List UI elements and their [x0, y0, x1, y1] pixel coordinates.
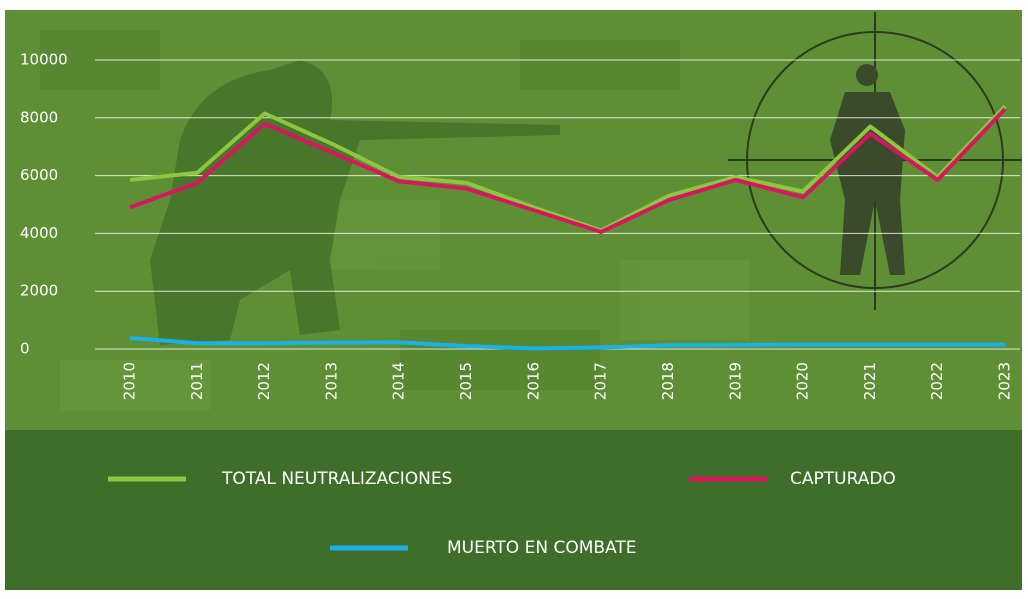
x-tick-label: 2015	[457, 362, 475, 400]
legend-label: TOTAL NEUTRALIZACIONES	[221, 469, 452, 489]
x-tick-label: 2014	[390, 362, 408, 400]
legend-label: CAPTURADO	[790, 469, 896, 489]
x-tick-label: 2019	[726, 362, 744, 400]
x-tick-label: 2011	[188, 362, 206, 400]
x-tick-label: 2023	[996, 362, 1014, 400]
x-tick-label: 2016	[524, 362, 542, 400]
x-tick-label: 2018	[659, 362, 677, 400]
y-tick-label: 8000	[20, 108, 58, 126]
chart: 0 2000 4000 6000 8000 10000 2010 2011 2012 2013 20…	[0, 0, 1028, 595]
legend-label: MUERTO EN COMBATE	[447, 538, 636, 558]
x-tick-label: 2013	[322, 362, 340, 400]
x-tick-label: 2022	[928, 362, 946, 400]
x-tick-label: 2012	[255, 362, 273, 400]
y-tick-label: 0	[20, 340, 30, 358]
legend-background	[5, 430, 1022, 590]
x-tick-label: 2010	[121, 362, 139, 400]
y-tick-label: 2000	[20, 282, 58, 300]
x-tick-label: 2017	[592, 362, 610, 400]
y-tick-label: 10000	[20, 51, 68, 69]
x-tick-label: 2021	[861, 362, 879, 400]
y-tick-label: 4000	[20, 224, 58, 242]
y-tick-label: 6000	[20, 166, 58, 184]
x-tick-label: 2020	[794, 362, 812, 400]
